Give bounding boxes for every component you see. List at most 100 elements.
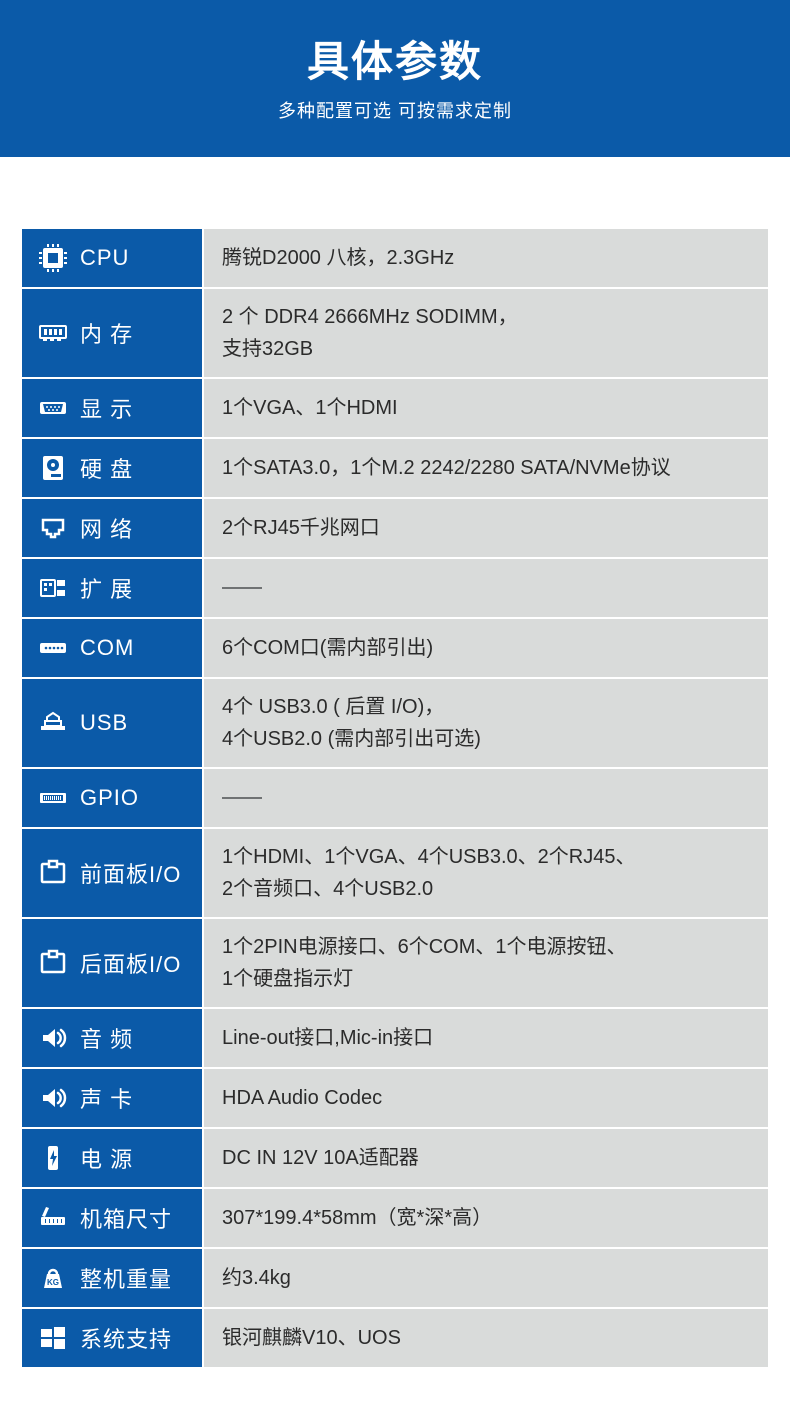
page-title: 具体参数 xyxy=(0,28,790,89)
spec-label-cell: 硬 盘 xyxy=(22,439,204,497)
spec-row: 扩 展 xyxy=(22,557,768,617)
spec-label-cell: COM xyxy=(22,619,204,677)
ram-icon xyxy=(36,316,70,350)
spec-value-text: 1个HDMI、1个VGA、4个USB3.0、2个RJ45、2个音频口、4个USB… xyxy=(222,841,635,905)
spec-row: COM 6个COM口(需内部引出) xyxy=(22,617,768,677)
spec-value-text: 307*199.4*58mm（宽*深*高） xyxy=(222,1202,492,1234)
spec-row: 显 示 1个VGA、1个HDMI xyxy=(22,377,768,437)
spec-row: 硬 盘 1个SATA3.0，1个M.2 2242/2280 SATA/NVMe协议 xyxy=(22,437,768,497)
spec-label-cell: USB xyxy=(22,679,204,767)
spec-value-line: 2个音频口、4个USB2.0 xyxy=(222,873,635,905)
spec-value-cell: 1个VGA、1个HDMI xyxy=(204,379,768,437)
spec-value-line: 腾锐D2000 八核，2.3GHz xyxy=(222,242,454,274)
spec-label-cell: 音 频 xyxy=(22,1009,204,1067)
spec-label-text: 电 源 xyxy=(80,1142,133,1174)
spec-value-cell: 2 个 DDR4 2666MHz SODIMM，支持32GB xyxy=(204,289,768,377)
spec-value-cell xyxy=(204,769,768,827)
header: 具体参数 多种配置可选 可按需求定制 xyxy=(0,0,790,157)
spec-value-line: DC IN 12V 10A适配器 xyxy=(222,1142,419,1174)
spec-row: 整机重量 约3.4kg xyxy=(22,1247,768,1307)
spec-value-line: 4个 USB3.0 ( 后置 I/O)， xyxy=(222,691,481,723)
spec-value-cell: 307*199.4*58mm（宽*深*高） xyxy=(204,1189,768,1247)
lan-icon xyxy=(36,511,70,545)
spec-row: USB 4个 USB3.0 ( 后置 I/O)，4个USB2.0 (需内部引出可选… xyxy=(22,677,768,767)
spec-table: CPU 腾锐D2000 八核，2.3GHz 内 存 2 个 DDR4 2666MHz … xyxy=(0,157,790,1407)
spec-label-text: 机箱尺寸 xyxy=(80,1202,172,1234)
spec-row: 网 络 2个RJ45千兆网口 xyxy=(22,497,768,557)
spec-value-cell: 1个2PIN电源接口、6个COM、1个电源按钮、1个硬盘指示灯 xyxy=(204,919,768,1007)
spec-value-text: 1个VGA、1个HDMI xyxy=(222,392,398,424)
spec-value-cell: 银河麒麟V10、UOS xyxy=(204,1309,768,1367)
spec-value-cell: 1个HDMI、1个VGA、4个USB3.0、2个RJ45、2个音频口、4个USB… xyxy=(204,829,768,917)
spec-label-text: 整机重量 xyxy=(80,1262,172,1294)
spec-value-cell: 约3.4kg xyxy=(204,1249,768,1307)
spec-label-cell: 电 源 xyxy=(22,1129,204,1187)
panel-icon xyxy=(36,946,70,980)
spec-label-text: 声 卡 xyxy=(80,1082,133,1114)
page-subtitle: 多种配置可选 可按需求定制 xyxy=(0,97,790,123)
spec-value-text: 1个SATA3.0，1个M.2 2242/2280 SATA/NVMe协议 xyxy=(222,452,671,484)
spec-value-text: Line-out接口,Mic-in接口 xyxy=(222,1022,433,1054)
weight-icon xyxy=(36,1261,70,1295)
spec-row: 音 频 Line-out接口,Mic-in接口 xyxy=(22,1007,768,1067)
spec-label-text: 内 存 xyxy=(80,317,133,349)
spec-label-text: COM xyxy=(80,635,134,661)
spec-value-line: 307*199.4*58mm（宽*深*高） xyxy=(222,1202,492,1234)
size-icon xyxy=(36,1201,70,1235)
spec-value-cell: 腾锐D2000 八核，2.3GHz xyxy=(204,229,768,287)
audio-icon xyxy=(36,1021,70,1055)
spec-value-line: 支持32GB xyxy=(222,333,518,365)
spec-row: 电 源 DC IN 12V 10A适配器 xyxy=(22,1127,768,1187)
spec-value-cell: DC IN 12V 10A适配器 xyxy=(204,1129,768,1187)
spec-value-text: 4个 USB3.0 ( 后置 I/O)，4个USB2.0 (需内部引出可选) xyxy=(222,691,481,755)
spec-label-text: USB xyxy=(80,710,128,736)
spec-value-text: 6个COM口(需内部引出) xyxy=(222,632,433,664)
com-icon xyxy=(36,631,70,665)
spec-row: GPIO xyxy=(22,767,768,827)
spec-label-text: 显 示 xyxy=(80,392,133,424)
spec-label-cell: 后面板I/O xyxy=(22,919,204,1007)
spec-label-text: CPU xyxy=(80,245,129,271)
spec-label-text: 系统支持 xyxy=(80,1322,172,1354)
spec-value-text: HDA Audio Codec xyxy=(222,1082,382,1114)
spec-label-text: 扩 展 xyxy=(80,572,133,604)
spec-label-text: GPIO xyxy=(80,785,139,811)
spec-value-cell: HDA Audio Codec xyxy=(204,1069,768,1127)
spec-label-cell: 内 存 xyxy=(22,289,204,377)
spec-value-line: 1个HDMI、1个VGA、4个USB3.0、2个RJ45、 xyxy=(222,841,635,873)
spec-label-text: 网 络 xyxy=(80,512,133,544)
power-icon xyxy=(36,1141,70,1175)
spec-value-text: 2个RJ45千兆网口 xyxy=(222,512,380,544)
spec-value-line: 1个2PIN电源接口、6个COM、1个电源按钮、 xyxy=(222,931,627,963)
spec-row: CPU 腾锐D2000 八核，2.3GHz xyxy=(22,229,768,287)
spec-label-text: 后面板I/O xyxy=(80,947,181,979)
spec-row: 内 存 2 个 DDR4 2666MHz SODIMM，支持32GB xyxy=(22,287,768,377)
spec-value-cell: Line-out接口,Mic-in接口 xyxy=(204,1009,768,1067)
spec-value-line: 2 个 DDR4 2666MHz SODIMM， xyxy=(222,301,518,333)
audio-icon xyxy=(36,1081,70,1115)
spec-value-line: 1个硬盘指示灯 xyxy=(222,963,627,995)
spec-label-cell: 整机重量 xyxy=(22,1249,204,1307)
spec-value-line: 银河麒麟V10、UOS xyxy=(222,1322,401,1354)
spec-value-text: 约3.4kg xyxy=(222,1262,291,1294)
spec-value-line: 约3.4kg xyxy=(222,1262,291,1294)
spec-value-line: Line-out接口,Mic-in接口 xyxy=(222,1022,433,1054)
spec-label-text: 硬 盘 xyxy=(80,452,133,484)
spec-value-cell: 2个RJ45千兆网口 xyxy=(204,499,768,557)
spec-value-line: 1个SATA3.0，1个M.2 2242/2280 SATA/NVMe协议 xyxy=(222,452,671,484)
spec-label-cell: 网 络 xyxy=(22,499,204,557)
spec-value-cell: 6个COM口(需内部引出) xyxy=(204,619,768,677)
spec-value-text: 2 个 DDR4 2666MHz SODIMM，支持32GB xyxy=(222,301,518,365)
spec-value-cell xyxy=(204,559,768,617)
cpu-icon xyxy=(36,241,70,275)
spec-value-line: 1个VGA、1个HDMI xyxy=(222,392,398,424)
expand-icon xyxy=(36,571,70,605)
panel-icon xyxy=(36,856,70,890)
spec-label-text: 音 频 xyxy=(80,1022,133,1054)
spec-label-cell: 前面板I/O xyxy=(22,829,204,917)
usb-icon xyxy=(36,706,70,740)
vga-icon xyxy=(36,391,70,425)
spec-label-cell: 扩 展 xyxy=(22,559,204,617)
spec-value-text: 1个2PIN电源接口、6个COM、1个电源按钮、1个硬盘指示灯 xyxy=(222,931,627,995)
spec-value-text: DC IN 12V 10A适配器 xyxy=(222,1142,419,1174)
